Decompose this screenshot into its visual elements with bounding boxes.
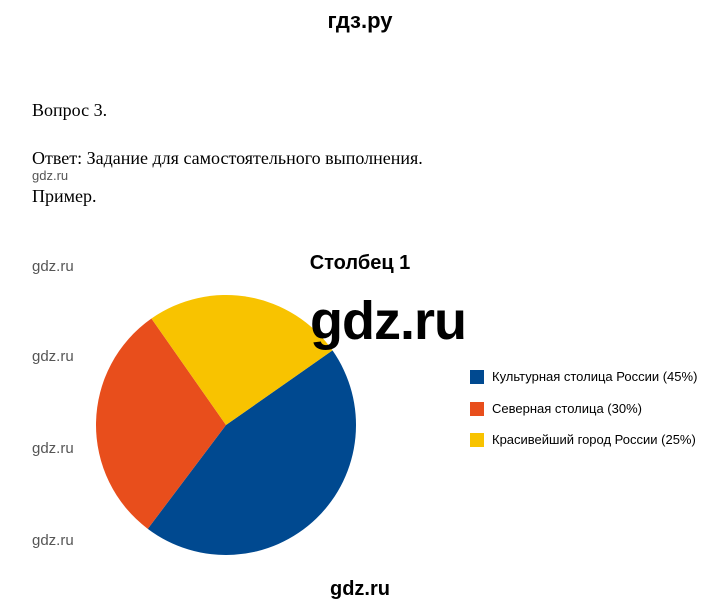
answer-line: Ответ: Задание для самостоятельного выпо… bbox=[32, 148, 423, 169]
legend-item: Культурная столица России (45%) bbox=[470, 368, 697, 386]
legend-swatch bbox=[470, 433, 484, 447]
legend-swatch bbox=[470, 370, 484, 384]
legend-item: Северная столица (30%) bbox=[470, 400, 697, 418]
legend-label: Культурная столица России (45%) bbox=[492, 368, 697, 386]
question-label: Вопрос 3. bbox=[32, 100, 107, 121]
watermark-small: gdz.ru bbox=[32, 348, 74, 365]
watermark-bottom: gdz.ru bbox=[0, 578, 720, 601]
watermark-small: gdz.ru bbox=[32, 532, 74, 549]
chart-title: Столбец 1 bbox=[0, 252, 720, 275]
legend-item: Красивейший город России (25%) bbox=[470, 431, 697, 449]
watermark-small: gdz.ru bbox=[32, 440, 74, 457]
legend-label: Северная столица (30%) bbox=[492, 400, 642, 418]
chart-legend: Культурная столица России (45%) Северная … bbox=[470, 368, 697, 463]
example-label: Пример. bbox=[32, 186, 97, 207]
legend-swatch bbox=[470, 402, 484, 416]
watermark-small: gdz.ru bbox=[32, 168, 68, 183]
site-header: гдз.ру bbox=[0, 8, 720, 34]
legend-label: Красивейший город России (25%) bbox=[492, 431, 696, 449]
watermark-large: gdz.ru bbox=[310, 290, 466, 352]
